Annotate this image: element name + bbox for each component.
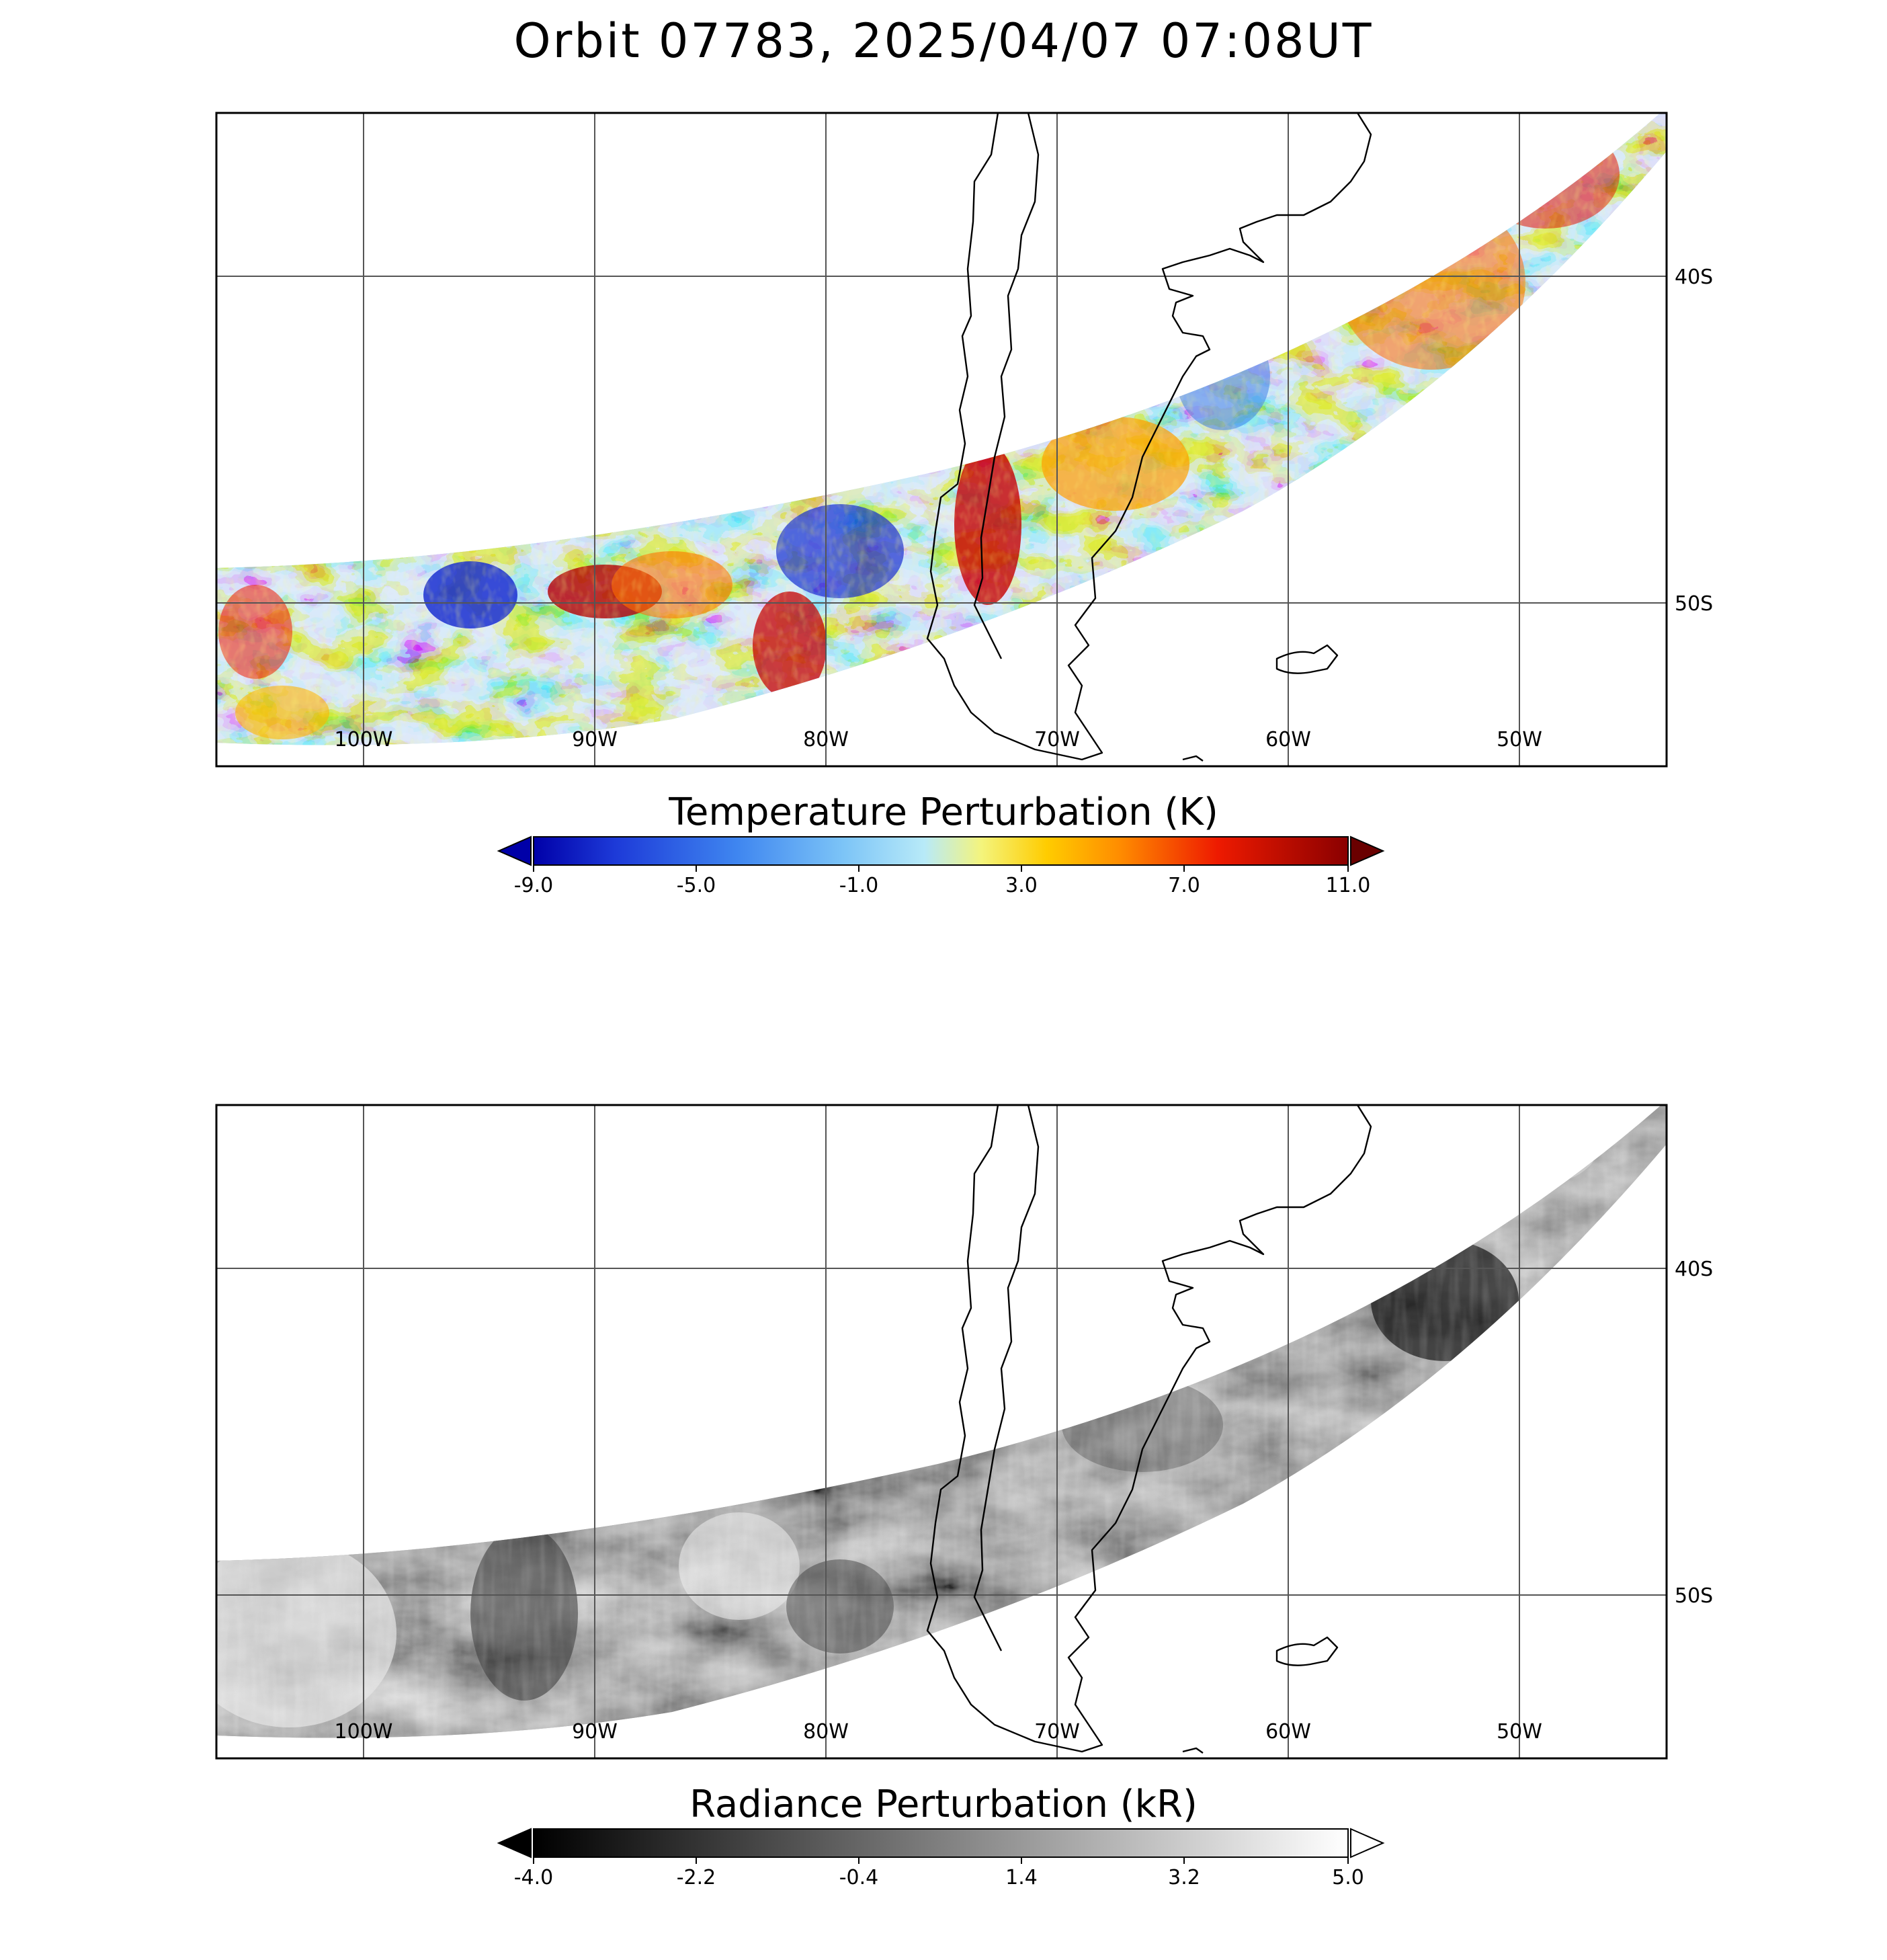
lon-label-50w: 50W — [1497, 1720, 1542, 1744]
temperature-longitude-labels: 100W 90W 80W 70W 60W 50W — [335, 728, 1542, 751]
rad-tick-0: -4.0 — [514, 1866, 554, 1889]
page-title: Orbit 07783, 2025/04/07 07:08UT — [513, 13, 1374, 69]
rad-tick-2: -0.4 — [839, 1866, 879, 1889]
temp-tick-4: 7.0 — [1168, 874, 1200, 897]
lon-label-100w: 100W — [335, 1720, 393, 1744]
graticule — [216, 113, 1667, 766]
lon-label-90w: 90W — [572, 1720, 618, 1744]
temperature-swath — [216, 113, 1667, 745]
lon-label-70w: 70W — [1034, 1720, 1080, 1744]
radiance-map-panel: 100W 90W 80W 70W 60W 50W 40S 50S — [215, 1104, 1713, 1760]
colorbar-min-arrow — [497, 1828, 532, 1859]
temperature-latitude-labels: 40S 50S — [1675, 266, 1713, 616]
graticule — [216, 1105, 1667, 1758]
temp-tick-1: -5.0 — [677, 874, 716, 897]
lon-label-100w: 100W — [335, 728, 393, 751]
lon-label-50w: 50W — [1497, 728, 1542, 751]
lat-label-50s: 50S — [1675, 592, 1713, 616]
lat-label-40s: 40S — [1675, 1258, 1713, 1281]
coastline — [926, 1104, 1372, 1754]
rad-tick-5: 5.0 — [1332, 1866, 1364, 1889]
temp-tick-3: 3.0 — [1005, 874, 1038, 897]
radiance-map-frame — [215, 1104, 1668, 1760]
coastline — [926, 112, 1372, 762]
temp-tick-0: -9.0 — [514, 874, 554, 897]
lat-label-50s: 50S — [1675, 1584, 1713, 1608]
colorbar-max-arrow — [1350, 1828, 1385, 1859]
temperature-map-frame — [215, 112, 1668, 768]
colorbar-min-arrow — [497, 835, 532, 866]
lon-label-70w: 70W — [1034, 728, 1080, 751]
temperature-colorbar-gradient — [533, 836, 1349, 866]
rad-tick-1: -2.2 — [677, 1866, 716, 1889]
lon-label-60w: 60W — [1265, 728, 1311, 751]
radiance-colorbar: Radiance Perturbation (kR) -4.0 -2.2 -0.… — [497, 1783, 1385, 1889]
temperature-colorbar-title: Temperature Perturbation (K) — [668, 790, 1218, 834]
temperature-colorbar: Temperature Perturbation (K) -9.0 -5.0 -… — [497, 790, 1385, 897]
lon-label-60w: 60W — [1265, 1720, 1311, 1744]
rad-tick-3: 1.4 — [1005, 1866, 1038, 1889]
lon-label-80w: 80W — [803, 1720, 849, 1744]
radiance-colorbar-title: Radiance Perturbation (kR) — [689, 1783, 1198, 1826]
lon-label-80w: 80W — [803, 728, 849, 751]
radiance-swath — [216, 1105, 1667, 1738]
lon-label-90w: 90W — [572, 728, 618, 751]
radiance-latitude-labels: 40S 50S — [1675, 1258, 1713, 1608]
temp-tick-2: -1.0 — [839, 874, 879, 897]
temp-tick-5: 11.0 — [1326, 874, 1371, 897]
radiance-colorbar-gradient — [533, 1828, 1349, 1858]
lat-label-40s: 40S — [1675, 266, 1713, 289]
temperature-map-panel: 100W 90W 80W 70W 60W 50W 40S 50S — [215, 112, 1713, 768]
radiance-longitude-labels: 100W 90W 80W 70W 60W 50W — [335, 1720, 1542, 1744]
colorbar-max-arrow — [1350, 835, 1385, 866]
rad-tick-4: 3.2 — [1168, 1866, 1200, 1889]
